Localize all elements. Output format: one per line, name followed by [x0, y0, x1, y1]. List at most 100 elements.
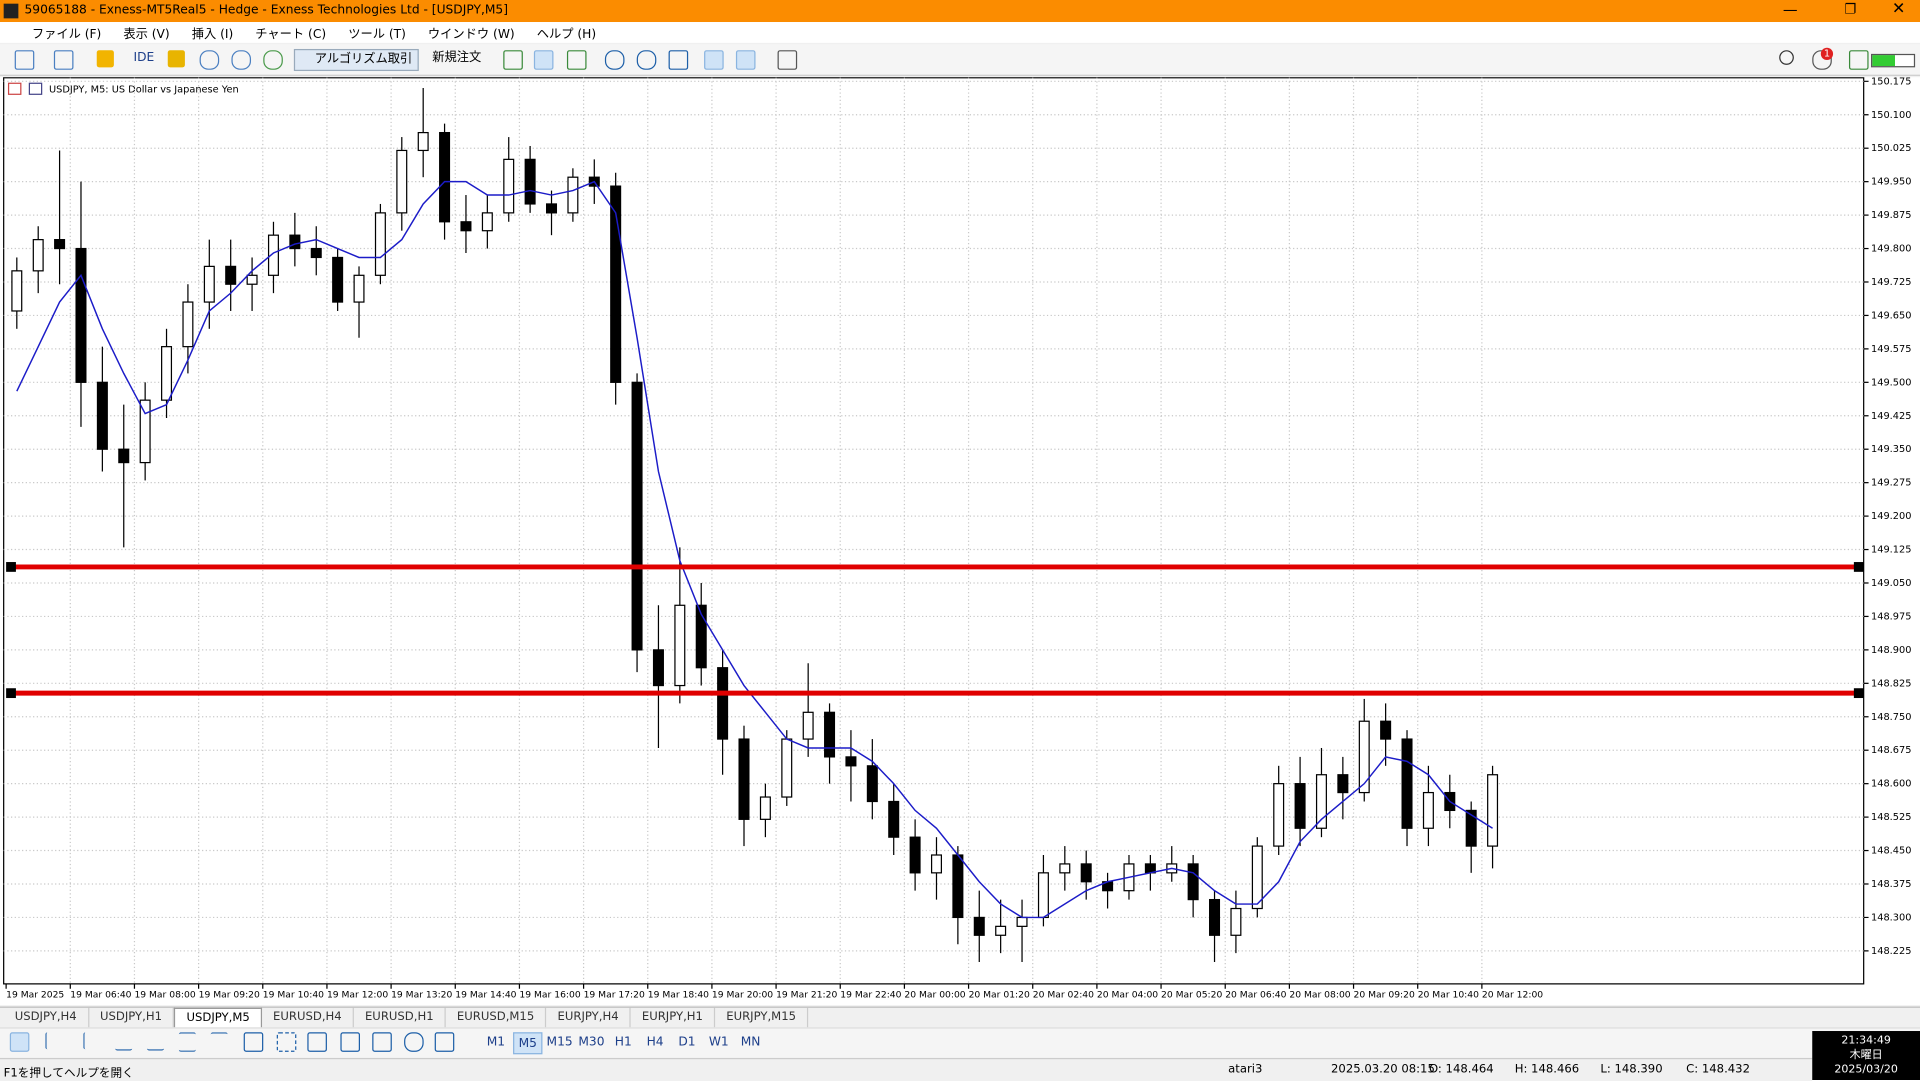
y-tick-label: 148.975	[1871, 611, 1911, 622]
chart-tab[interactable]: USDJPY,M5	[174, 1007, 263, 1028]
chart: USDJPY, M5: US Dollar vs Japanese Yen 15…	[0, 77, 1920, 1006]
chart-tab[interactable]: EURUSD,M15	[446, 1007, 547, 1028]
vps-button[interactable]	[263, 50, 283, 70]
status-close: C: 148.432	[1686, 1062, 1750, 1077]
text-tool[interactable]	[210, 1032, 228, 1050]
chart-tab[interactable]: EURJPY,H1	[631, 1007, 716, 1028]
menu-item[interactable]: ファイル (F)	[31, 28, 102, 42]
candle-body	[54, 239, 66, 250]
channel-tool[interactable]	[178, 1032, 196, 1052]
template-button[interactable]	[53, 50, 74, 70]
timeframe-button[interactable]: M1	[486, 1035, 506, 1050]
menu-item[interactable]: ツール (T)	[348, 28, 406, 42]
shift-button[interactable]	[735, 50, 756, 70]
x-tick-label: 19 Mar 14:40	[455, 989, 516, 1000]
autoscroll-button[interactable]	[704, 50, 724, 70]
timeframe-button[interactable]: M15	[546, 1035, 573, 1050]
menu-item[interactable]: 挿入 (I)	[191, 28, 234, 42]
x-tick-label: 19 Mar 20:00	[712, 989, 773, 1000]
wave-tool[interactable]	[340, 1032, 360, 1052]
candle-body	[182, 301, 194, 348]
signals-button[interactable]	[167, 50, 185, 68]
zoom-in-button[interactable]	[604, 50, 625, 70]
x-tick-label: 20 Mar 08:00	[1289, 989, 1350, 1000]
cloud-button[interactable]	[231, 50, 252, 70]
minimize-button[interactable]: —	[1782, 1, 1798, 19]
timeframe-button[interactable]: M30	[578, 1035, 605, 1050]
shape-tool[interactable]	[243, 1032, 264, 1052]
more-tools[interactable]	[434, 1032, 455, 1052]
chart-icon	[7, 82, 22, 95]
x-tick-label: 19 Mar 22:40	[840, 989, 901, 1000]
x-tick-label: 20 Mar 02:40	[1033, 989, 1094, 1000]
candles-button[interactable]	[533, 50, 554, 70]
vline-tool[interactable]	[83, 1032, 101, 1050]
x-tick-label: 19 Mar 2025	[6, 989, 64, 1000]
market-button[interactable]	[96, 50, 114, 68]
y-tick-label: 148.750	[1871, 712, 1911, 723]
line-button[interactable]	[566, 50, 587, 70]
y-tick-label: 149.425	[1871, 411, 1911, 422]
clock-date: 2025/03/20	[1834, 1064, 1898, 1077]
radio-button[interactable]	[199, 50, 220, 70]
maximize-button[interactable]: ❐	[1844, 1, 1857, 18]
chart-tab[interactable]: USDJPY,H1	[89, 1007, 175, 1028]
connection-bar	[1871, 53, 1916, 68]
tile-button[interactable]	[668, 50, 689, 70]
fibo-tool[interactable]	[307, 1032, 327, 1052]
timeframe-button[interactable]: D1	[678, 1035, 696, 1050]
chart-icon	[28, 82, 43, 95]
search-button[interactable]	[1779, 50, 1794, 65]
menu-item[interactable]: 表示 (V)	[123, 28, 170, 42]
candle-body	[1358, 720, 1370, 794]
x-tick-label: 19 Mar 08:00	[134, 989, 195, 1000]
candle-body	[866, 765, 878, 803]
ide-button[interactable]: IDE	[133, 51, 155, 65]
algo-trading-button[interactable]: アルゴリズム取引	[293, 48, 419, 72]
timeframe-button[interactable]: W1	[708, 1035, 729, 1050]
y-tick-label: 148.600	[1871, 779, 1911, 790]
x-tick-label: 20 Mar 10:40	[1418, 989, 1479, 1000]
candle-body	[1273, 783, 1285, 847]
candle-body	[460, 221, 472, 232]
depth-button[interactable]	[503, 50, 523, 70]
timeframe-button[interactable]: MN	[740, 1035, 761, 1050]
candle-body	[1037, 872, 1049, 919]
candle-body	[1422, 791, 1434, 829]
chart-tab[interactable]: USDJPY,H4	[4, 1007, 89, 1028]
screenshot-button[interactable]	[777, 50, 798, 70]
chart-tab[interactable]: EURUSD,H1	[354, 1007, 446, 1028]
menu-item[interactable]: ヘルプ (H)	[536, 28, 597, 42]
chart-tab[interactable]: EURJPY,M15	[715, 1007, 809, 1028]
timeframe-button[interactable]: H1	[614, 1035, 632, 1050]
chart-type-button[interactable]	[14, 50, 35, 70]
candle-body	[503, 158, 515, 214]
y-tick-label: 149.950	[1871, 177, 1911, 188]
timeframe-button[interactable]: H4	[646, 1035, 664, 1050]
cursor-tool[interactable]	[9, 1032, 30, 1052]
line-handle	[1853, 688, 1864, 699]
timeframe-button[interactable]: M5	[513, 1032, 543, 1055]
signal-button[interactable]	[1848, 50, 1869, 70]
x-tick-label: 19 Mar 12:00	[327, 989, 388, 1000]
candle-body	[1487, 774, 1499, 847]
candle-body	[374, 212, 386, 276]
chart-tab[interactable]: EURJPY,H4	[546, 1007, 631, 1028]
zoom-out-button[interactable]	[636, 50, 657, 70]
candle-body	[567, 176, 579, 214]
candle-body	[545, 203, 558, 214]
status-high: H: 148.466	[1514, 1062, 1580, 1077]
label-tool[interactable]	[276, 1032, 297, 1052]
hline-tool[interactable]	[115, 1032, 133, 1051]
menu-item[interactable]: ウインドウ (W)	[427, 28, 515, 42]
arrow-tool[interactable]	[372, 1032, 392, 1052]
menu-item[interactable]: チャート (C)	[255, 28, 327, 42]
object-tool[interactable]	[404, 1032, 424, 1052]
y-tick-label: 149.875	[1871, 210, 1911, 221]
chart-tab[interactable]: EURUSD,H4	[262, 1007, 354, 1028]
trendline-tool[interactable]	[146, 1032, 165, 1051]
new-order-button[interactable]: 新規注文	[432, 51, 482, 65]
close-button[interactable]: ✕	[1891, 0, 1906, 19]
candle-body	[139, 399, 151, 464]
crosshair-tool[interactable]	[45, 1032, 63, 1050]
